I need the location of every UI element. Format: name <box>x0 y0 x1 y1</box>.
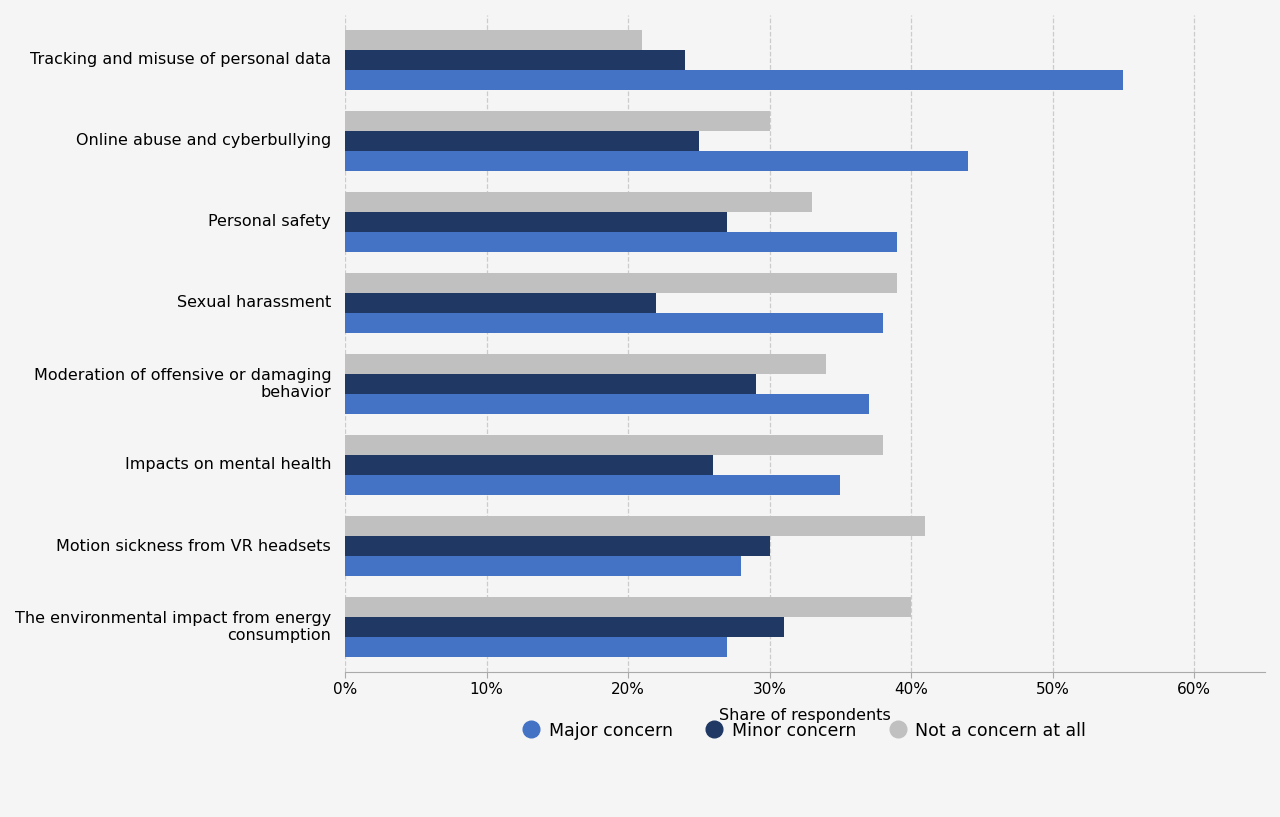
Bar <box>346 354 827 374</box>
Bar <box>346 50 685 69</box>
Bar <box>346 516 925 536</box>
X-axis label: Share of respondents: Share of respondents <box>719 708 891 723</box>
Legend: Major concern, Minor concern, Not a concern at all: Major concern, Minor concern, Not a conc… <box>516 713 1094 748</box>
Bar <box>346 637 727 657</box>
Bar <box>346 374 755 394</box>
Bar <box>346 110 769 131</box>
Bar <box>346 475 841 495</box>
Bar <box>346 435 883 455</box>
Bar <box>346 313 883 333</box>
Bar <box>346 617 783 637</box>
Bar <box>346 29 643 50</box>
Bar <box>346 597 911 617</box>
Bar <box>346 69 1124 90</box>
Bar <box>346 536 769 556</box>
Bar <box>346 556 741 576</box>
Bar <box>346 192 812 212</box>
Bar <box>346 131 699 150</box>
Bar <box>346 212 727 232</box>
Bar <box>346 455 713 475</box>
Bar <box>346 150 968 171</box>
Bar <box>346 232 897 252</box>
Bar <box>346 273 897 292</box>
Bar <box>346 292 657 313</box>
Bar <box>346 394 869 414</box>
